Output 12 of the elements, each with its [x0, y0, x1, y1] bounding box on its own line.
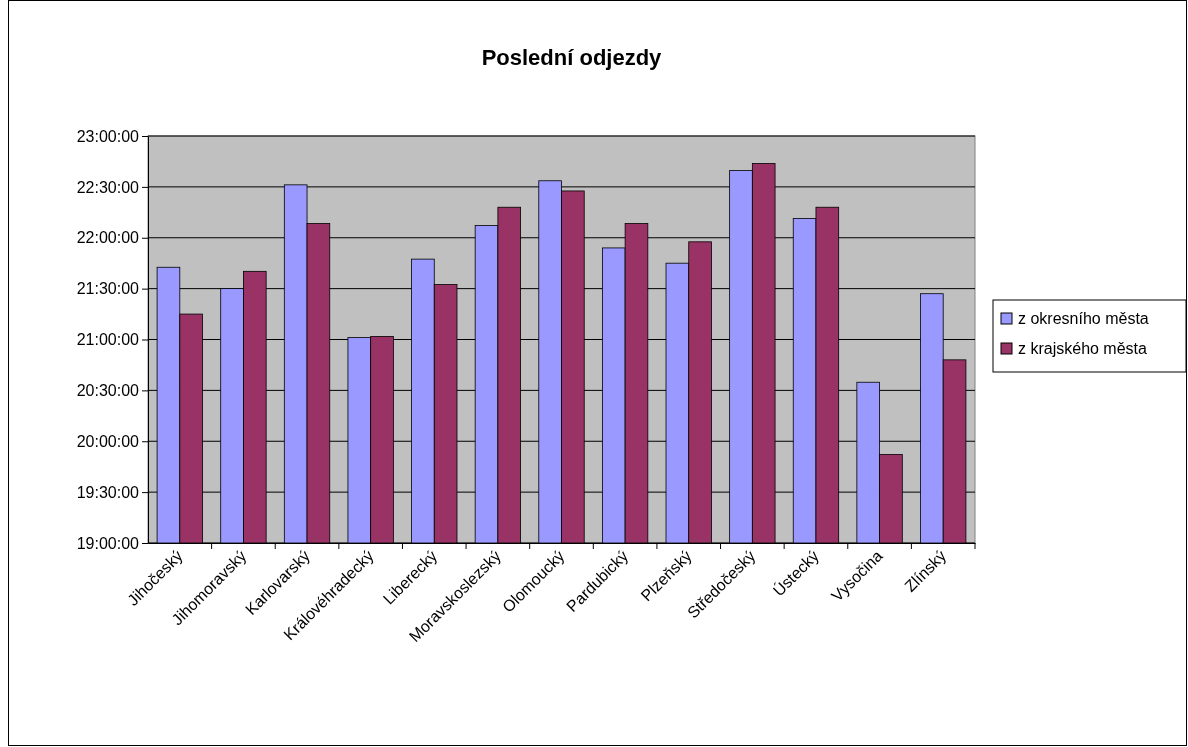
y-tick-label: 20:30:00: [76, 381, 140, 399]
chart-title: Poslední odjezdy: [481, 45, 663, 70]
y-tick-label: 20:00:00: [76, 432, 140, 450]
y-tick-label: 21:00:00: [76, 331, 140, 349]
legend-label: z krajského města: [1018, 340, 1148, 357]
y-tick-label: 21:30:00: [76, 280, 140, 298]
y-tick-label: 22:30:00: [76, 178, 140, 196]
y-tick-label: 23:00:00: [76, 127, 140, 145]
y-tick-label: 19:30:00: [76, 483, 140, 501]
legend-label: z okresního města: [1018, 310, 1149, 327]
y-tick-label: 22:00:00: [76, 229, 140, 247]
y-tick-label: 19:00:00: [76, 534, 140, 552]
